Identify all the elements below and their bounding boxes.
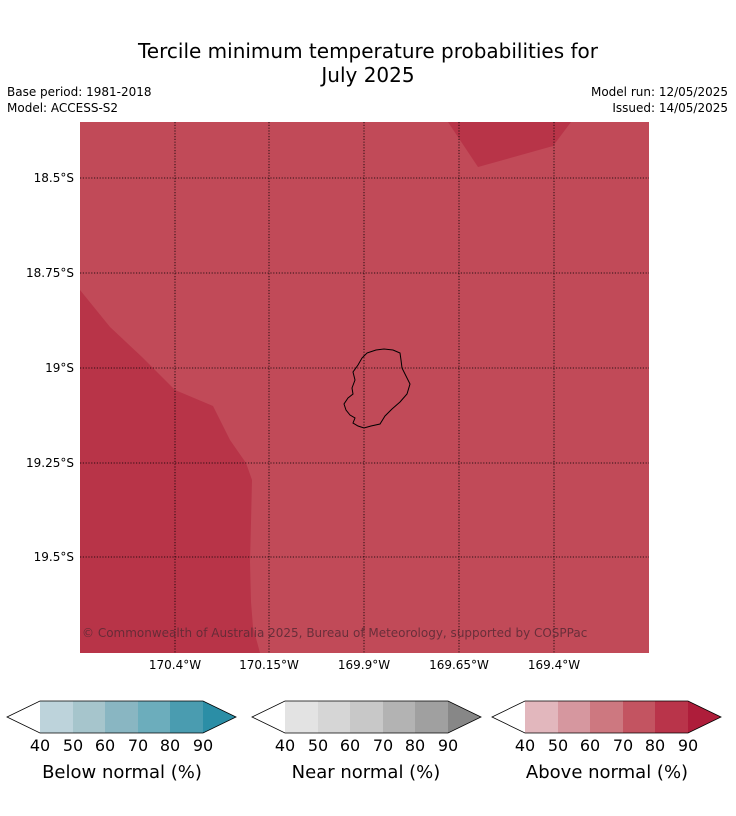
latitude-label: 19°S <box>45 361 74 375</box>
base-period: Base period: 1981-2018 <box>7 85 152 99</box>
tick-label: 50 <box>307 736 329 755</box>
tick-label: 80 <box>159 736 181 755</box>
tick-label: 90 <box>437 736 459 755</box>
color-segment <box>623 701 655 733</box>
tick-label: 60 <box>94 736 116 755</box>
chart-title: Tercile minimum temperature probabilitie… <box>0 39 736 87</box>
tick-label: 40 <box>29 736 51 755</box>
color-segment <box>558 701 590 733</box>
over-arrow <box>448 701 481 733</box>
over-arrow <box>203 701 236 733</box>
tick-label: 80 <box>644 736 666 755</box>
color-segment <box>590 701 623 733</box>
longitude-label: 169.4°W <box>527 658 581 672</box>
colorbar-near-title: Near normal (%) <box>291 762 441 783</box>
color-segment <box>73 701 105 733</box>
niue-coastline <box>343 348 411 429</box>
title-line-2: July 2025 <box>321 63 415 87</box>
color-segment <box>655 701 688 733</box>
color-segment <box>105 701 138 733</box>
color-segment <box>170 701 203 733</box>
under-arrow <box>492 701 525 733</box>
metadata-left: Base period: 1981-2018 Model: ACCESS-S2 <box>7 84 152 116</box>
over-arrow <box>688 701 721 733</box>
issued-date: Issued: 14/05/2025 <box>612 101 728 115</box>
tick-label: 50 <box>547 736 569 755</box>
color-segment <box>285 701 318 733</box>
color-segment <box>138 701 170 733</box>
color-segment <box>525 701 558 733</box>
colorbar-above-normal <box>491 700 722 734</box>
tick-label: 70 <box>127 736 149 755</box>
colorbar-above-graphic <box>491 700 722 734</box>
model-run: Model run: 12/05/2025 <box>590 85 728 99</box>
tick-label: 60 <box>579 736 601 755</box>
copyright-credit: © Commonwealth of Australia 2025, Bureau… <box>82 626 588 640</box>
tick-label: 70 <box>612 736 634 755</box>
latitude-label: 18.75°S <box>26 266 74 280</box>
longitude-label: 169.65°W <box>429 658 489 672</box>
latitude-label: 19.25°S <box>26 456 74 470</box>
title-line-1: Tercile minimum temperature probabilitie… <box>137 39 599 63</box>
tick-label: 50 <box>62 736 84 755</box>
color-segment <box>350 701 383 733</box>
latitude-label: 18.5°S <box>33 171 74 185</box>
colorbar-below-title: Below normal (%) <box>42 762 202 783</box>
longitude-label: 170.4°W <box>148 658 202 672</box>
tick-label: 70 <box>372 736 394 755</box>
colorbar-near-graphic <box>251 700 482 734</box>
colorbar-below-graphic <box>6 700 237 734</box>
color-segment <box>318 701 350 733</box>
color-segment <box>40 701 73 733</box>
colorbar-outline <box>491 700 722 734</box>
colorbar-outline <box>6 700 237 734</box>
probability-fill-80-90-west <box>80 290 260 653</box>
colorbar-outline <box>251 700 482 734</box>
map-canvas <box>80 122 649 653</box>
metadata-right: Model run: 12/05/2025 Issued: 14/05/2025 <box>591 84 728 116</box>
latitude-label: 19.5°S <box>33 550 74 564</box>
model-name: Model: ACCESS-S2 <box>7 101 119 115</box>
map-panel[interactable] <box>80 122 649 653</box>
probability-fill-80-90-north <box>448 122 571 167</box>
tick-label: 90 <box>677 736 699 755</box>
color-segment <box>383 701 415 733</box>
tick-label: 40 <box>514 736 536 755</box>
tick-label: 90 <box>192 736 214 755</box>
colorbar-below-normal <box>6 700 237 734</box>
tick-label: 80 <box>404 736 426 755</box>
colorbar-near-normal <box>251 700 482 734</box>
color-segment <box>415 701 448 733</box>
tick-label: 60 <box>339 736 361 755</box>
tick-label: 40 <box>274 736 296 755</box>
under-arrow <box>252 701 285 733</box>
colorbar-above-title: Above normal (%) <box>525 762 689 783</box>
longitude-label: 169.9°W <box>337 658 391 672</box>
under-arrow <box>7 701 40 733</box>
longitude-label: 170.15°W <box>239 658 299 672</box>
graticule <box>80 122 649 653</box>
